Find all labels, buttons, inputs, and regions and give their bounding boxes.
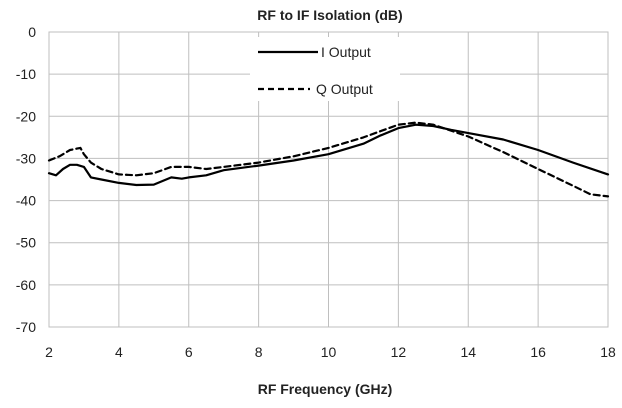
y-tick-label: -70: [16, 319, 36, 335]
x-tick-label: 10: [321, 344, 337, 360]
legend-box: [250, 37, 400, 101]
series-line-i-output: [47, 123, 610, 187]
legend: I Output Q Output: [250, 37, 400, 101]
legend-label-i-output: I Output: [321, 44, 371, 60]
y-tick-label: -20: [16, 108, 36, 124]
x-tick-label: 8: [255, 344, 263, 360]
y-tick-label: -30: [16, 150, 36, 166]
y-tick-label: -10: [16, 66, 36, 82]
series-line-q-output: [47, 121, 610, 198]
x-tick-label: 4: [115, 344, 123, 360]
x-tick-label: 18: [600, 344, 616, 360]
x-tick-label: 12: [391, 344, 407, 360]
y-tick-label: -50: [16, 235, 36, 251]
chart-title: RF to IF Isolation (dB): [257, 7, 402, 23]
x-tick-label: 14: [460, 344, 476, 360]
y-tick-label: -60: [16, 277, 36, 293]
x-tick-label: 2: [45, 344, 53, 360]
x-axis-title: RF Frequency (GHz): [258, 381, 393, 397]
grid: [49, 32, 608, 327]
y-tick-label: -40: [16, 193, 36, 209]
y-tick-label: 0: [28, 24, 36, 40]
tick-labels: 2 4 6 8 10 12 14 16 18 0 -10 -20 -30 -40 -50 -60 -70: [16, 24, 616, 360]
series-lines: [47, 121, 610, 198]
x-tick-label: 16: [530, 344, 546, 360]
legend-label-q-output: Q Output: [316, 81, 373, 97]
x-tick-label: 6: [185, 344, 193, 360]
